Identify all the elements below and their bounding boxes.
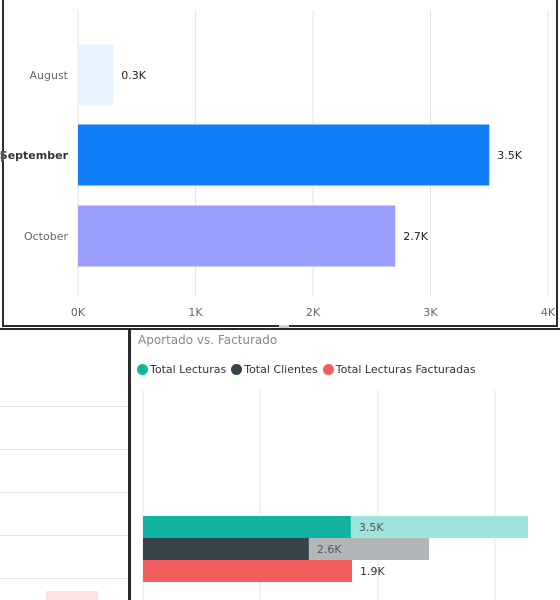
bar-total-lecturas <box>143 516 351 538</box>
bar-total-clientes <box>143 538 309 560</box>
x-tick-label: 4K <box>541 306 556 319</box>
x-tick-label: 3K <box>423 306 438 319</box>
bar-total-lecturas-facturadas <box>143 560 352 582</box>
chart-title: Aportado vs. Facturado <box>138 333 278 347</box>
horizontal-divider <box>0 328 560 330</box>
data-label: 1.9K <box>360 565 385 578</box>
aportado-vs-facturado-chart[interactable]: 3.5K 2.6K 1.9K <box>131 380 560 600</box>
monthly-bar-chart[interactable]: 0K 1K 2K 3K 4K August 0.3K September 3.5K October… <box>0 0 560 330</box>
x-tick-label: 2K <box>306 306 321 319</box>
legend-item-total-lecturas-facturadas[interactable]: Total Lecturas Facturadas <box>322 362 476 376</box>
table-row-divider <box>0 406 128 407</box>
table-row-divider <box>0 535 128 536</box>
bar-remainder <box>350 516 528 538</box>
data-label: 2.6K <box>317 543 342 556</box>
selection-marker <box>1 151 4 162</box>
data-label: 0.3K <box>121 69 146 82</box>
vertical-divider <box>128 328 131 600</box>
left-table-panel <box>0 330 128 600</box>
data-label: 3.5K <box>359 521 384 534</box>
x-tick-label: 1K <box>188 306 203 319</box>
chart-legend: Total Lecturas Total Clientes Total Lect… <box>137 361 481 377</box>
data-label: 2.7K <box>403 230 428 243</box>
table-row-divider <box>0 449 128 450</box>
bar-october <box>78 205 396 267</box>
legend-dot-icon <box>137 363 148 375</box>
table-row-divider <box>0 492 128 493</box>
bar-august <box>78 44 114 106</box>
legend-item-total-lecturas[interactable]: Total Lecturas <box>137 363 226 376</box>
table-highlight-cell <box>46 591 98 600</box>
category-label: October <box>24 230 68 243</box>
legend-dot-icon <box>322 363 334 375</box>
bar-september <box>78 124 490 186</box>
legend-label: Total Lecturas Facturadas <box>335 362 476 376</box>
category-label: August <box>30 69 69 82</box>
resize-handle[interactable] <box>279 325 289 329</box>
legend-item-total-clientes[interactable]: Total Clientes <box>231 363 318 376</box>
category-label: September <box>0 149 69 162</box>
legend-label: Total Lecturas <box>150 362 227 376</box>
legend-label: Total Clientes <box>244 362 318 376</box>
legend-dot-icon <box>231 363 243 375</box>
table-row-divider <box>0 578 128 579</box>
bar-remainder <box>308 538 429 560</box>
x-tick-label: 0K <box>71 306 86 319</box>
data-label: 3.5K <box>497 149 522 162</box>
